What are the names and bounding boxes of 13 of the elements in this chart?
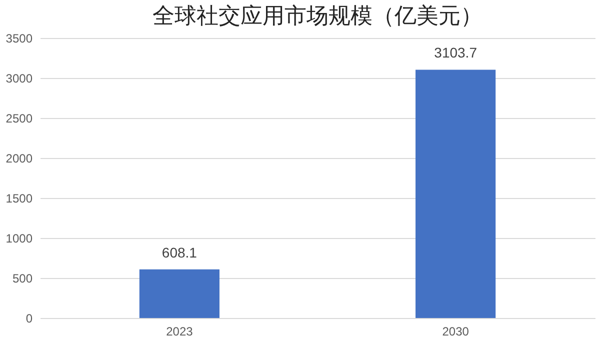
data-label: 608.1	[162, 244, 198, 260]
y-tick-label: 1500	[6, 192, 33, 206]
data-label: 3103.7	[434, 44, 478, 61]
y-tick-label: 2000	[6, 152, 33, 166]
chart-title: 全球社交应用市场规模（亿美元）	[152, 3, 482, 28]
y-tick-label: 500	[12, 272, 33, 286]
y-tick-label: 3000	[6, 72, 33, 86]
y-tick-label: 1000	[6, 232, 33, 246]
x-tick-label: 2023	[166, 324, 194, 338]
y-tick-label: 3500	[6, 32, 33, 46]
y-tick-label: 2500	[6, 112, 33, 126]
y-tick-label: 0	[26, 312, 33, 326]
x-tick-label: 2030	[442, 324, 470, 338]
